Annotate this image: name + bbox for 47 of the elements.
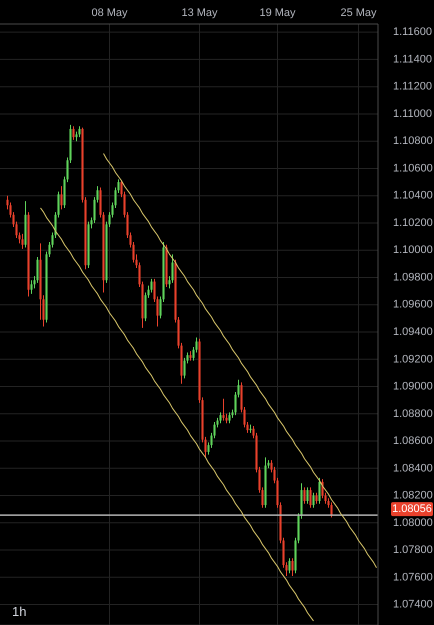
candlestick [288, 558, 291, 574]
y-tick-label: 1.09000 [393, 380, 433, 393]
line-series [40, 207, 314, 622]
x-tick-label: 08 May [91, 7, 128, 19]
x-tick-label: 25 May [340, 7, 378, 19]
y-tick-label: 1.07800 [393, 544, 433, 556]
candlestick [306, 486, 309, 504]
candlestick [318, 477, 321, 504]
candlestick [60, 186, 63, 210]
y-tick-label: 1.09600 [393, 298, 433, 311]
y-tick-label: 1.08000 [393, 516, 433, 529]
candlestick [303, 486, 306, 504]
annotation: 1h [12, 604, 26, 618]
y-tick-label: 1.10200 [393, 216, 433, 229]
y-tick-label: 1.08600 [393, 435, 433, 448]
candlestick [312, 492, 315, 508]
y-tick-label: 1.11600 [393, 26, 432, 38]
y-tick-label: 1.10800 [393, 135, 433, 148]
y-tick-label: 1.08800 [393, 408, 433, 420]
y-tick-label: 1.09400 [393, 326, 433, 338]
y-tick-label: 1.07600 [393, 571, 433, 584]
y-tick-label: 1.09800 [393, 271, 433, 284]
y-tick-label: 1.08200 [393, 490, 433, 502]
candlestick [78, 126, 81, 138]
candlestick [309, 486, 312, 508]
y-tick-label: 1.08400 [393, 462, 433, 474]
y-tick-label: 1.10400 [393, 190, 433, 202]
ref-line-label: 1.08056 [392, 503, 432, 516]
x-tick-label: 13 May [181, 7, 218, 19]
candlestick [330, 502, 333, 518]
candlestick [228, 412, 231, 424]
candlestick [72, 126, 75, 140]
candlestick [291, 558, 294, 576]
candlestick [222, 398, 225, 422]
y-tick-label: 1.11200 [393, 80, 432, 93]
y-tick-label: 1.07400 [393, 598, 433, 611]
y-tick-label: 1.10000 [393, 244, 433, 256]
candlestick [315, 492, 318, 504]
candlestick [219, 412, 222, 424]
y-tick-label: 1.10600 [393, 162, 433, 174]
y-tick-label: 1.11000 [393, 108, 432, 120]
candlestick [189, 350, 192, 362]
y-tick-label: 1.09200 [393, 353, 433, 366]
candlestick [21, 233, 24, 250]
x-tick-label: 19 May [259, 7, 296, 19]
line-series [103, 152, 377, 568]
y-tick-label: 1.11400 [393, 53, 432, 66]
